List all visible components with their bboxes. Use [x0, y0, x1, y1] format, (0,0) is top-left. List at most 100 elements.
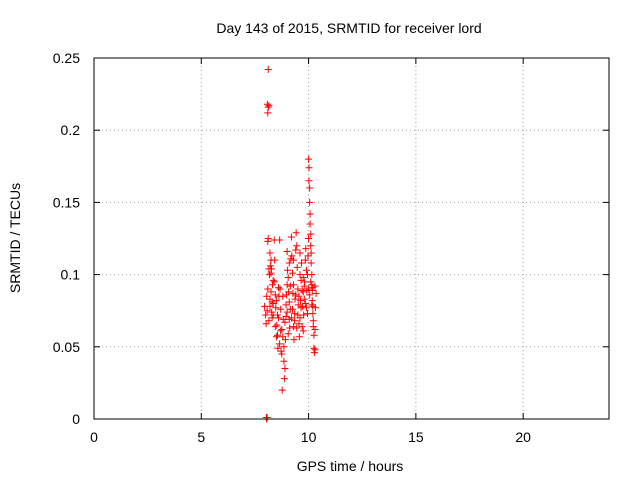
data-point: [299, 273, 307, 281]
data-point: [293, 242, 301, 250]
data-point: [284, 266, 292, 274]
plot-area-frame: [93, 57, 610, 420]
data-point: [287, 233, 295, 241]
x-tick-label: 10: [301, 429, 317, 445]
data-point: [268, 298, 276, 306]
data-point: [264, 237, 272, 245]
y-tick-label: 0.2: [61, 122, 81, 138]
data-point: [269, 281, 277, 289]
data-point: [301, 299, 309, 307]
x-axis-label: GPS time / hours: [297, 458, 404, 474]
data-point: [306, 220, 314, 228]
data-point: [284, 330, 292, 338]
data-point: [308, 271, 316, 279]
data-point: [312, 289, 320, 297]
data-point: [295, 292, 303, 300]
data-point: [274, 344, 282, 352]
data-point: [275, 314, 283, 322]
data-point: [272, 304, 280, 312]
data-point: [306, 184, 314, 192]
data-point: [276, 236, 284, 244]
data-point: [278, 350, 286, 358]
data-point: [280, 375, 288, 383]
axis-ticks: [93, 57, 609, 420]
data-point: [307, 242, 315, 250]
data-point: [287, 314, 295, 322]
data-point: [283, 247, 291, 255]
data-point: [292, 291, 300, 299]
data-point: [311, 282, 319, 290]
data-point: [295, 320, 303, 328]
x-tick-label: 5: [197, 429, 205, 445]
x-tick-label: 0: [90, 429, 98, 445]
data-point: [263, 307, 271, 315]
data-point: [290, 281, 298, 289]
data-point: [308, 286, 316, 294]
data-point: [273, 321, 281, 329]
data-point: [290, 336, 298, 344]
data-point: [282, 301, 290, 309]
data-point: [264, 66, 272, 74]
y-tick-label: 0.15: [53, 194, 80, 210]
y-tick-label: 0.25: [53, 50, 80, 66]
data-point: [310, 331, 318, 339]
data-point: [283, 308, 291, 316]
data-point: [291, 310, 299, 318]
data-point: [269, 299, 277, 307]
data-point: [276, 340, 284, 348]
data-point: [265, 102, 273, 110]
data-point: [268, 308, 276, 316]
data-point: [280, 357, 288, 365]
x-tick-label: 15: [408, 429, 424, 445]
data-point: [291, 317, 299, 325]
data-point: [263, 292, 271, 300]
data-point: [302, 266, 310, 274]
data-point: [277, 327, 285, 335]
data-point: [288, 305, 296, 313]
y-tick-label: 0: [72, 411, 80, 427]
data-point: [301, 256, 309, 264]
y-tick-label: 0.1: [61, 267, 81, 283]
data-point: [271, 291, 279, 299]
data-point: [309, 323, 317, 331]
data-point: [307, 259, 315, 267]
x-tick-label: 20: [515, 429, 531, 445]
data-point: [311, 325, 319, 333]
data-point: [266, 302, 274, 310]
data-point: [293, 263, 301, 271]
data-point: [306, 291, 314, 299]
data-point: [266, 271, 274, 279]
data-point: [273, 331, 281, 339]
chart-title: Day 143 of 2015, SRMTID for receiver lor…: [216, 20, 481, 36]
data-point: [307, 249, 315, 257]
data-point: [280, 343, 288, 351]
data-point: [272, 297, 280, 305]
data-point: [285, 298, 293, 306]
data-point: [264, 285, 272, 293]
data-point: [263, 100, 271, 108]
data-point: [296, 271, 304, 279]
data-point: [306, 198, 314, 206]
data-point: [266, 249, 274, 257]
data-point: [275, 284, 283, 292]
data-point: [293, 324, 301, 332]
data-point: [310, 349, 318, 357]
data-point: [278, 325, 286, 333]
grid-lines: [94, 58, 609, 419]
data-point: [286, 282, 294, 290]
data-point: [277, 305, 285, 313]
data-point: [300, 295, 308, 303]
data-point: [305, 155, 313, 163]
data-point: [304, 252, 312, 260]
data-point: [267, 288, 275, 296]
y-tick-label: 0.05: [53, 339, 80, 355]
data-point: [308, 301, 316, 309]
data-point: [297, 304, 305, 312]
data-point: [264, 109, 272, 117]
data-point: [291, 295, 299, 303]
data-point: [294, 285, 302, 293]
data-point: [285, 259, 293, 267]
data-point: [288, 252, 296, 260]
data-point: [279, 292, 287, 300]
